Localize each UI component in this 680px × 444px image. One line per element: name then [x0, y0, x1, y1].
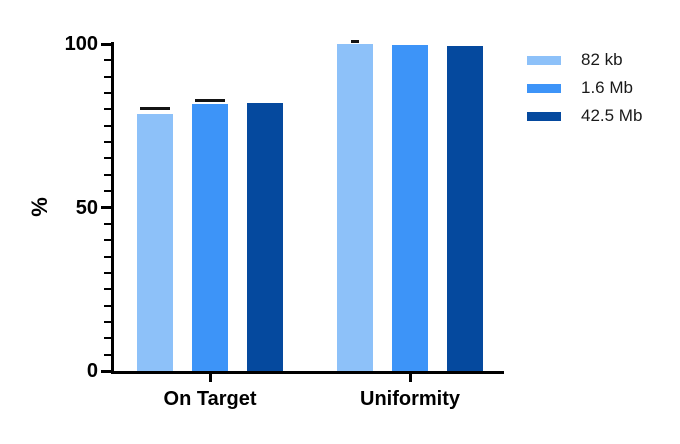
error-bar-cap: [140, 106, 170, 110]
y-minor-tick: [104, 141, 111, 144]
x-category-label: Uniformity: [360, 388, 460, 410]
y-axis-line: [111, 42, 114, 374]
y-major-tick: [101, 42, 111, 46]
legend-label: 82 kb: [581, 50, 623, 69]
bar-series3-cat1: [247, 103, 283, 371]
y-minor-tick: [104, 157, 111, 160]
legend-row: 1.6 Mb: [527, 74, 633, 102]
legend-row: 82 kb: [527, 46, 623, 74]
y-minor-tick: [104, 239, 111, 242]
x-category-tick: [208, 374, 212, 382]
y-major-tick: [101, 369, 111, 373]
x-category-label: On Target: [163, 388, 257, 410]
legend-label: 1.6 Mb: [581, 78, 633, 97]
y-minor-tick: [104, 337, 111, 340]
error-bar-cap: [351, 40, 359, 44]
y-minor-tick: [104, 124, 111, 127]
y-tick-label: 0: [86, 360, 98, 382]
y-minor-tick: [104, 92, 111, 95]
x-axis-line: [111, 371, 504, 374]
legend-swatch-icon: [527, 55, 561, 65]
y-minor-tick: [104, 75, 111, 78]
bar-series1-cat1: [137, 114, 173, 371]
legend-row: 42.5 Mb: [527, 102, 642, 130]
x-category-tick: [408, 374, 412, 382]
y-major-tick: [101, 206, 111, 209]
y-minor-tick: [104, 271, 111, 274]
error-bar-cap: [195, 98, 225, 102]
y-minor-tick: [104, 304, 111, 307]
bar-series2-cat2: [392, 44, 428, 371]
bar-series2-cat1: [192, 104, 228, 371]
y-minor-tick: [104, 320, 111, 323]
y-minor-tick: [104, 353, 111, 356]
bar-series3-cat2: [447, 46, 483, 371]
legend-swatch-icon: [527, 111, 561, 121]
y-tick-label: 100: [64, 33, 98, 55]
legend-swatch-icon: [527, 83, 561, 93]
y-minor-tick: [104, 108, 111, 111]
y-minor-tick: [104, 222, 111, 225]
y-minor-tick: [104, 59, 111, 62]
bar-series1-cat2: [337, 44, 373, 371]
y-minor-tick: [104, 288, 111, 291]
y-minor-tick: [104, 190, 111, 193]
y-minor-tick: [104, 173, 111, 176]
y-minor-tick: [104, 255, 111, 258]
legend-label: 42.5 Mb: [581, 106, 643, 125]
y-tick-label: 50: [75, 196, 98, 219]
